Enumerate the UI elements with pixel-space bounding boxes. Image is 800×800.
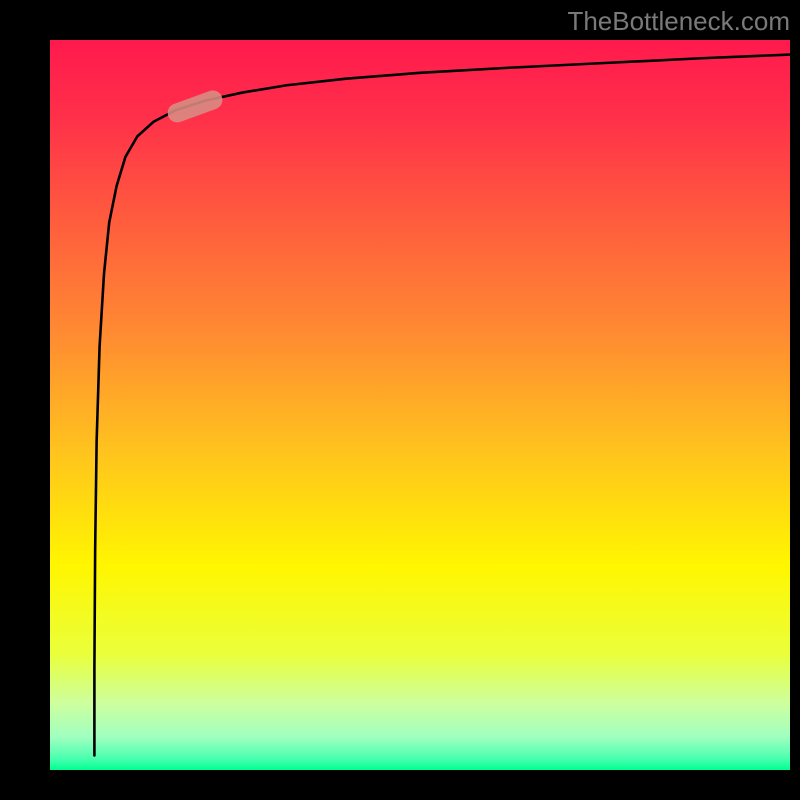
- marker-capsule: [165, 88, 225, 125]
- curve-marker: [165, 88, 225, 125]
- bottleneck-curve: [94, 55, 790, 756]
- chart-stage: TheBottleneck.com: [0, 0, 800, 800]
- curve-layer: [50, 40, 790, 770]
- plot-area: [50, 40, 790, 770]
- watermark-text: TheBottleneck.com: [567, 6, 790, 37]
